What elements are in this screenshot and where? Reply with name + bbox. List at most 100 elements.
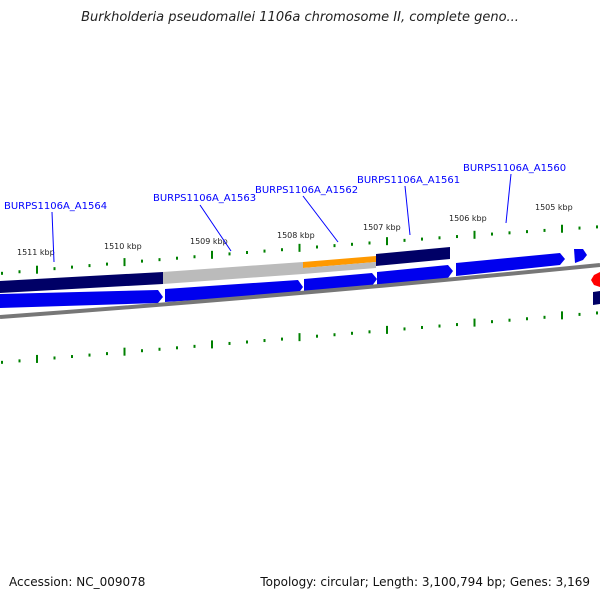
tick-mark <box>228 341 231 345</box>
tick-mark <box>508 318 511 322</box>
tick-mark <box>543 228 546 232</box>
gene-label[interactable]: BURPS1106A_A1562 <box>255 185 358 196</box>
feature-a1563[interactable] <box>163 262 303 284</box>
tick-mark <box>456 323 458 327</box>
accession: Accession: NC_009078 <box>9 575 146 589</box>
feature-navy <box>593 291 600 305</box>
tick-mark <box>403 327 406 331</box>
tick-mark <box>561 224 563 233</box>
tick-mark <box>316 245 318 249</box>
tick-mark <box>578 226 581 230</box>
tick-mark <box>596 225 598 229</box>
tick-mark <box>211 340 213 349</box>
tick-mark <box>368 241 371 245</box>
tick-label: 1509 kbp <box>190 237 228 246</box>
gene-arrow[interactable] <box>0 290 163 308</box>
tick-mark <box>176 346 178 350</box>
tick-mark <box>438 324 441 328</box>
tick-label: 1510 kbp <box>104 242 142 251</box>
tick-mark <box>106 262 108 266</box>
backbone <box>0 263 600 319</box>
tick-mark <box>123 258 126 267</box>
tick-mark <box>386 325 388 334</box>
gene-label[interactable]: BURPS1106A_A1563 <box>153 193 256 204</box>
tick-mark <box>526 230 528 234</box>
tick-mark <box>456 235 458 239</box>
tick-label: 1508 kbp <box>277 231 315 240</box>
tick-mark <box>53 356 56 360</box>
feature-a1561[interactable] <box>376 247 450 266</box>
tick-mark <box>1 360 3 364</box>
tick-mark <box>351 242 353 246</box>
tick-label: 1505 kbp <box>535 203 573 212</box>
tick-mark <box>141 349 143 353</box>
gene-arrow[interactable] <box>574 249 587 263</box>
tick-mark <box>18 270 21 274</box>
tick-mark <box>158 347 161 351</box>
gene-arrow[interactable] <box>304 273 377 292</box>
tick-mark <box>176 256 178 260</box>
gene-label[interactable]: BURPS1106A_A1561 <box>357 175 460 186</box>
leader-line <box>302 195 339 243</box>
tick-mark <box>561 311 563 320</box>
tick-label: 1507 kbp <box>363 223 401 232</box>
tick-mark <box>473 318 476 327</box>
gene-arrow[interactable] <box>456 253 565 276</box>
tick-mark <box>36 354 38 363</box>
tick-mark <box>88 264 91 268</box>
gene-arrow[interactable] <box>165 280 303 302</box>
tick-mark <box>141 259 143 263</box>
tick-mark <box>491 232 493 236</box>
tick-mark <box>473 230 476 239</box>
tick-mark <box>106 352 108 356</box>
tick-mark <box>71 355 73 359</box>
tick-mark <box>71 265 73 269</box>
tick-mark <box>1 271 3 275</box>
topology-info: Topology: circular; Length: 3,100,794 bp… <box>260 575 590 589</box>
tick-mark <box>351 331 353 335</box>
leader-line <box>199 204 232 252</box>
tick-mark <box>88 353 91 357</box>
tick-mark <box>211 250 213 259</box>
tick-mark <box>228 252 231 256</box>
tick-mark <box>263 249 266 253</box>
tick-mark <box>403 238 406 242</box>
gene-label[interactable]: BURPS1106A_A1564 <box>4 201 107 212</box>
tick-mark <box>543 315 546 319</box>
tick-mark <box>298 243 301 252</box>
gene-arrow-red[interactable] <box>591 272 600 287</box>
leader-line <box>51 211 55 263</box>
tick-mark <box>158 258 161 262</box>
tick-mark <box>333 333 336 337</box>
tick-marks <box>1 224 598 364</box>
gene-arrows <box>0 249 600 308</box>
tick-mark <box>298 333 301 342</box>
gene-arrow[interactable] <box>377 265 453 285</box>
tick-mark <box>193 344 196 348</box>
tick-mark <box>18 359 21 363</box>
tick-mark <box>386 237 388 246</box>
tick-mark <box>246 340 248 344</box>
feature-a1562[interactable] <box>303 256 376 268</box>
tick-label: 1511 kbp <box>17 248 55 257</box>
tick-mark <box>421 325 423 329</box>
tick-mark <box>526 317 528 321</box>
map-title: Burkholderia pseudomallei 1106a chromoso… <box>81 10 519 25</box>
tick-label: 1506 kbp <box>449 214 487 223</box>
tick-mark <box>333 244 336 248</box>
leader-line <box>404 185 411 236</box>
tick-mark <box>368 330 371 334</box>
feature-track-top <box>0 247 450 293</box>
tick-mark <box>316 334 318 338</box>
tick-mark <box>53 267 56 271</box>
tick-mark <box>193 255 196 259</box>
tick-mark <box>263 339 266 343</box>
feature-a1564[interactable] <box>0 272 163 293</box>
tick-mark <box>36 265 38 274</box>
gene-label[interactable]: BURPS1106A_A1560 <box>463 163 566 174</box>
tick-mark <box>281 337 283 341</box>
tick-mark <box>596 311 598 315</box>
tick-mark <box>491 320 493 324</box>
tick-mark <box>438 236 441 240</box>
